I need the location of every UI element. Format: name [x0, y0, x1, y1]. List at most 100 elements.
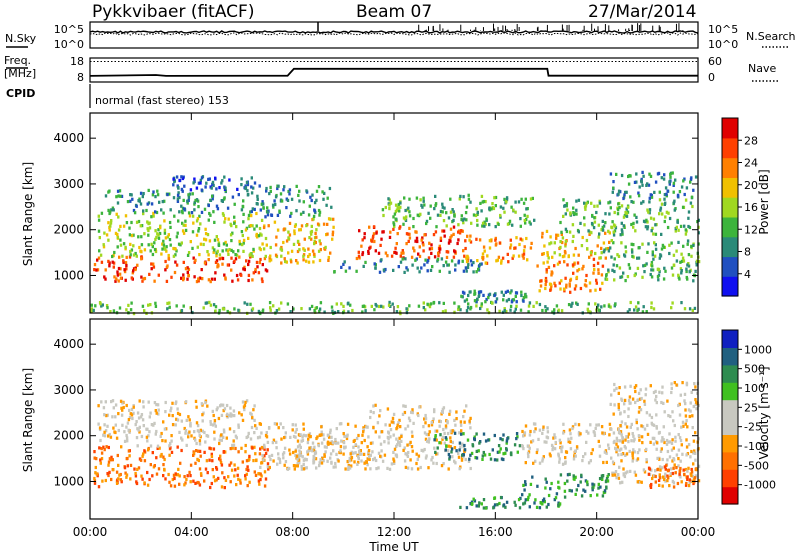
heatmap-cell	[572, 253, 576, 257]
heatmap-cell	[563, 489, 567, 493]
heatmap-cell	[688, 414, 691, 419]
power-colorbar-label: Power [dB]	[757, 169, 771, 234]
heatmap-cell	[460, 432, 463, 436]
heatmap-cell	[229, 447, 232, 451]
heatmap-cell	[169, 446, 172, 450]
heatmap-cell	[387, 441, 390, 445]
heatmap-cell	[392, 221, 395, 225]
heatmap-cell	[125, 433, 128, 438]
heatmap-cell	[683, 192, 686, 197]
heatmap-cell	[561, 236, 565, 240]
heatmap-cell	[260, 277, 264, 281]
heatmap-cell	[155, 235, 158, 239]
heatmap-cell	[568, 472, 571, 476]
heatmap-cell	[641, 441, 644, 445]
heatmap-cell	[322, 222, 326, 226]
heatmap-cell	[294, 223, 297, 227]
heatmap-cell	[520, 290, 523, 294]
heatmap-cell	[208, 211, 211, 216]
heatmap-cell	[130, 248, 134, 252]
heatmap-cell	[418, 245, 421, 249]
heatmap-cell	[211, 197, 214, 201]
heatmap-cell	[238, 255, 241, 259]
heatmap-cell	[331, 233, 334, 237]
heatmap-cell	[509, 243, 513, 247]
heatmap-cell	[677, 240, 680, 244]
heatmap-cell	[449, 445, 452, 449]
heatmap-cell	[620, 447, 623, 451]
heatmap-cell	[553, 251, 556, 255]
heatmap-cell	[302, 422, 305, 426]
heatmap-cell	[352, 439, 355, 443]
heatmap-cell	[283, 185, 286, 189]
heatmap-cell	[522, 502, 525, 506]
heatmap-cell	[141, 454, 144, 458]
heatmap-cell	[467, 293, 470, 298]
heatmap-cell	[243, 301, 246, 305]
heatmap-cell	[462, 195, 465, 199]
heatmap-cell	[677, 464, 680, 468]
heatmap-cell	[180, 241, 183, 245]
heatmap-cell	[471, 444, 475, 448]
heatmap-cell	[302, 258, 305, 262]
heatmap-cell	[318, 213, 321, 217]
heatmap-cell	[392, 412, 396, 416]
heatmap-cell	[682, 424, 685, 428]
heatmap-cell	[590, 231, 593, 235]
heatmap-cell	[660, 247, 664, 251]
heatmap-cell	[547, 493, 551, 498]
heatmap-cell	[473, 289, 476, 293]
heatmap-cell	[428, 430, 431, 434]
heatmap-cell	[172, 246, 175, 251]
heatmap-cell	[677, 448, 681, 452]
heatmap-cell	[153, 464, 156, 468]
heatmap-cell	[149, 411, 152, 415]
heatmap-cell	[229, 222, 232, 226]
heatmap-cell	[620, 397, 623, 401]
heatmap-cell	[613, 388, 616, 392]
heatmap-cell	[642, 200, 645, 204]
heatmap-cell	[582, 488, 585, 492]
heatmap-cell	[216, 249, 219, 253]
heatmap-cell	[90, 309, 93, 313]
heatmap-cell	[107, 460, 111, 464]
heatmap-cell	[575, 212, 578, 216]
heatmap-cell	[567, 437, 570, 441]
heatmap-cell	[357, 455, 360, 459]
heatmap-cell	[211, 180, 215, 184]
heatmap-cell	[398, 443, 402, 448]
heatmap-cell	[561, 462, 565, 466]
heatmap-cell	[588, 230, 592, 234]
heatmap-cell	[106, 424, 109, 428]
heatmap-cell	[211, 468, 214, 472]
heatmap-cell	[251, 207, 254, 211]
heatmap-cell	[159, 434, 162, 438]
heatmap-cell	[627, 414, 630, 419]
colorbar-swatch	[722, 276, 738, 297]
heatmap-cell	[298, 443, 301, 447]
heatmap-cell	[666, 225, 670, 230]
heatmap-cell	[305, 259, 308, 263]
heatmap-cell	[139, 415, 143, 419]
heatmap-cell	[609, 402, 612, 406]
heatmap-cell	[584, 489, 587, 493]
heatmap-cell	[214, 424, 217, 428]
heatmap-cell	[334, 461, 337, 466]
heatmap-cell	[151, 252, 155, 257]
heatmap-cell	[94, 471, 97, 475]
heatmap-cell	[654, 480, 657, 484]
heatmap-cell	[448, 457, 451, 461]
heatmap-cell	[97, 218, 101, 222]
heatmap-cell	[637, 194, 641, 198]
heatmap-cell	[211, 459, 214, 463]
heatmap-cell	[533, 501, 536, 505]
heatmap-cell	[616, 445, 620, 449]
heatmap-cell	[157, 467, 161, 471]
heatmap-cell	[243, 268, 246, 272]
heatmap-cell	[369, 441, 373, 445]
heatmap-cell	[671, 410, 674, 414]
heatmap-cell	[125, 255, 128, 259]
heatmap-cell	[622, 271, 625, 275]
heatmap-cell	[571, 239, 574, 244]
heatmap-cell	[109, 224, 112, 228]
